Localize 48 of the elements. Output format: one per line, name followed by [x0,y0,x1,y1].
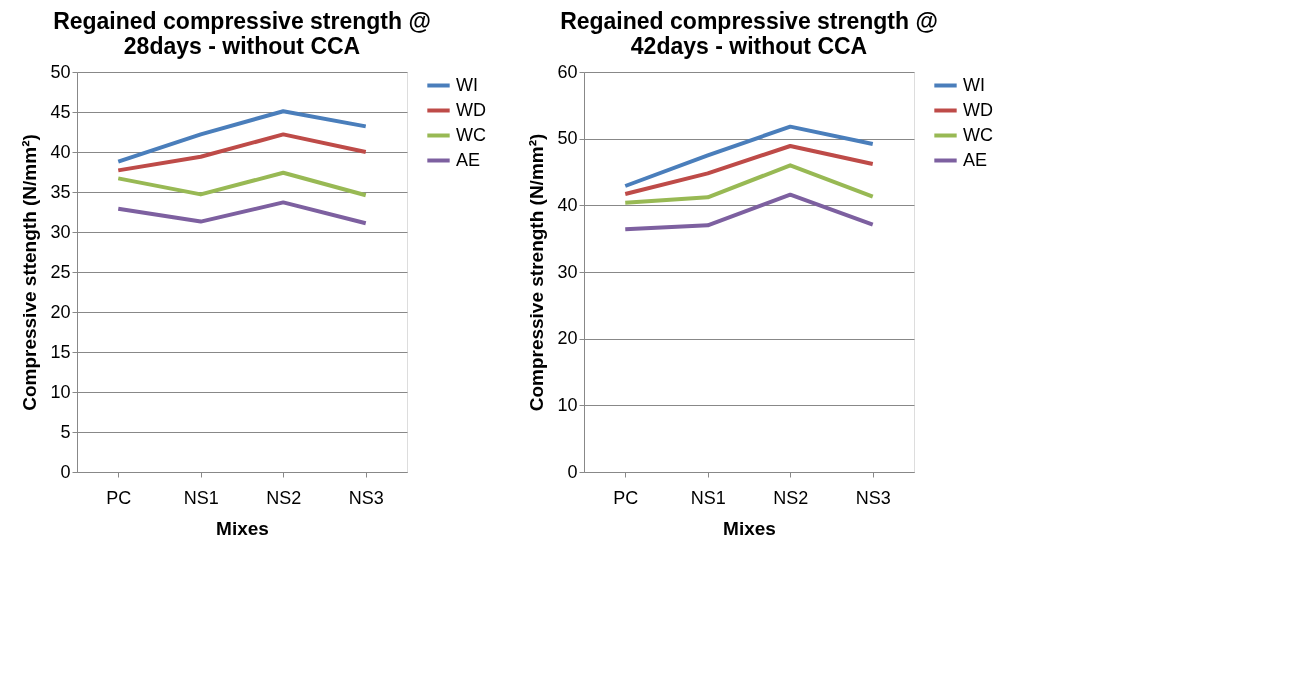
x-tick-label: NS2 [773,487,809,508]
x-tick-label: PC [613,487,639,508]
y-axis-title: Compressive sttength (N/mm²) [19,134,41,411]
y-tick-label: 0 [567,461,578,482]
legend-label: AE [456,149,481,170]
line-series [623,144,875,196]
y-tick-label: 35 [50,181,71,202]
y-tick-label: 20 [557,328,578,349]
legend-label: WC [456,124,486,145]
x-tick-label: NS1 [183,487,219,508]
x-tick-label: PC [106,487,132,508]
x-tick-label: NS1 [690,487,726,508]
y-tick-label: 60 [557,61,578,82]
y-tick-label: 25 [50,261,71,282]
legend-label: WI [963,74,985,95]
y-tick-label: 40 [557,194,578,215]
y-tick-label: 15 [50,341,71,362]
line-series [116,200,368,226]
line-series [116,109,368,164]
y-tick-label: 40 [50,141,71,162]
y-tick-label: 50 [557,128,578,149]
legend-label: WI [456,74,478,95]
x-tick-label: NS3 [348,487,384,508]
y-tick-label: 20 [50,301,71,322]
y-tick-label: 10 [557,394,578,415]
legend-label: AE [963,149,988,170]
line-series [116,170,368,198]
y-tick-label: 50 [50,61,71,82]
y-tick-label: 10 [50,381,71,402]
y-tick-label: 5 [60,421,71,442]
y-tick-label: 45 [50,101,71,122]
y-tick-label: 0 [60,461,71,482]
line-series [623,124,875,188]
chart-title: Regained compressive strength @ 28days - without CCA [53,8,431,59]
y-axis-title: Compressive strength (N/mm²) [526,133,548,412]
line-series [623,163,875,205]
x-tick-label: NS2 [266,487,302,508]
line-series [623,192,875,232]
x-axis-title: Mixes [216,517,269,539]
y-tick-label: 30 [50,221,71,242]
x-tick-label: NS3 [855,487,891,508]
y-tick-label: 30 [557,261,578,282]
line-series [116,132,368,173]
legend-label: WD [963,99,993,120]
legend-label: WC [963,124,993,145]
x-axis-title: Mixes [723,517,776,539]
legend-label: WD [456,99,486,120]
chart-title: Regained compressive strength @ 42days - without CCA [560,8,938,59]
